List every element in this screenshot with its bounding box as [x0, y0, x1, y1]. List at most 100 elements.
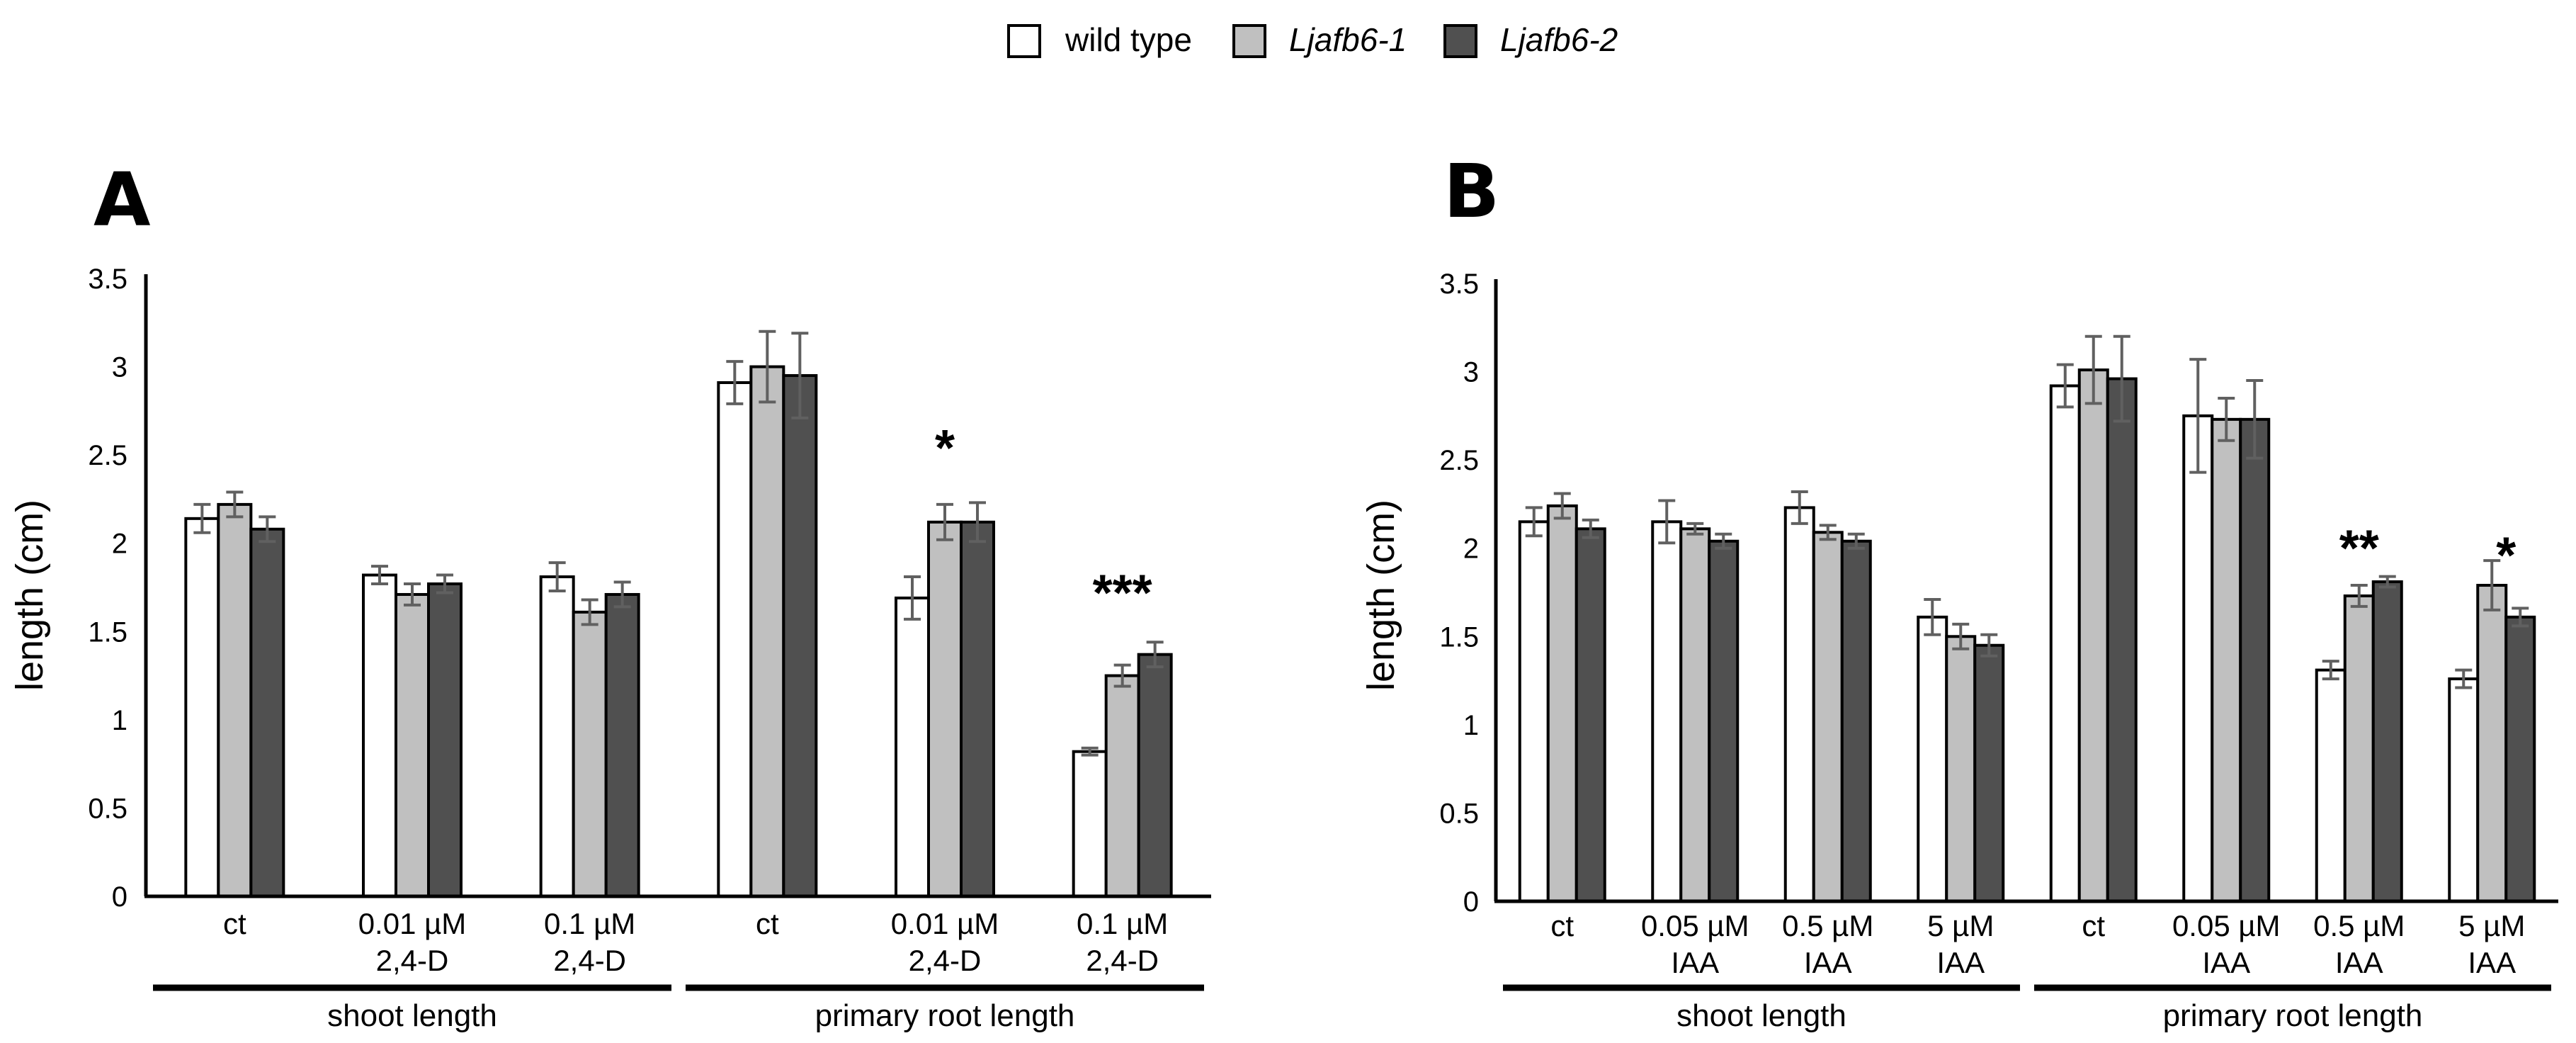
- panel-a-y-tick-label: 0: [112, 881, 127, 913]
- panel-a-bar: [895, 596, 930, 898]
- panel-b-category-label: ct: [1550, 909, 1574, 942]
- panel-a-y-tick-label: 1: [112, 705, 127, 736]
- panel-b-bar: [1546, 504, 1578, 903]
- panel-b-y-tick-label: 2: [1463, 534, 1479, 565]
- panel-b-bar: [1518, 520, 1550, 903]
- panel-b-plot: 0 0.5 1 1.5 2 2.5 3 3.5 ct 0.05 µM IAA 0.5 µM IAA 5 µ…: [1439, 269, 2558, 1033]
- panel-a-bar: [184, 517, 220, 898]
- panel-b-bar: [1812, 531, 1844, 903]
- panel-a-y-tick-label: 1.5: [88, 616, 127, 648]
- panel-a-bar: [717, 380, 753, 898]
- panel-b-y-tick-label: 1: [1463, 710, 1479, 741]
- panel-a-bar: [427, 582, 463, 898]
- panel-a-category-label: 0.1 µM: [544, 907, 635, 940]
- panel-b-bar: [2448, 677, 2480, 903]
- panel-a-category-label: 0.01 µM: [891, 907, 999, 940]
- panel-a-bar: [249, 527, 285, 898]
- panel-b-y-tick-label: 0: [1463, 886, 1479, 918]
- panel-a-category-label: 2,4-D: [376, 944, 449, 977]
- panel-a-bar: [782, 374, 818, 898]
- panel-a-letter: A: [93, 157, 151, 243]
- panel-a: A length (cm) 0 0.5 1 1.5 2 2.5 3 3.5 ct 0.01 µM 2…: [8, 157, 1211, 1033]
- panel-b-bar: [2315, 668, 2347, 903]
- panel-b-category-label: 0.5 µM: [2313, 909, 2405, 942]
- panel-a-significance-marker: *: [935, 420, 955, 477]
- panel-b-category-label: IAA: [1936, 946, 1985, 979]
- panel-b-bar: [2476, 584, 2508, 903]
- panel-a-bar: [395, 592, 430, 898]
- panel-b: B length (cm) 0 0.5 1 1.5 2 2.5 3 3.5 ct 0.05 µM I…: [1360, 148, 2558, 1033]
- panel-a-bar: [1104, 674, 1140, 898]
- panel-b-category-label: 5 µM: [1927, 909, 1994, 942]
- legend-label-wild-type: wild type: [1065, 21, 1192, 58]
- panel-a-group-label: shoot length: [327, 998, 497, 1033]
- panel-b-bar: [1574, 527, 1606, 903]
- panel-b-significance-marker: **: [2339, 521, 2379, 577]
- panel-b-category-label: IAA: [1671, 946, 1719, 979]
- panel-a-category-label: 2,4-D: [1086, 944, 1159, 977]
- panel-b-bar: [1840, 539, 1872, 903]
- panel-b-bar: [2371, 580, 2403, 903]
- panel-b-letter: B: [1443, 148, 1499, 235]
- panel-b-bar: [1708, 539, 1740, 903]
- panel-b-bar: [2182, 414, 2214, 903]
- panel-a-plot: 0 0.5 1 1.5 2 2.5 3 3.5 ct 0.01 µM 2,4-D 0.1 µM 2,4-…: [88, 264, 1211, 1033]
- panel-a-y-axis-label: length (cm): [8, 500, 51, 691]
- panel-a-bar: [927, 520, 963, 898]
- panel-a-group-label: primary root length: [815, 998, 1075, 1033]
- panel-b-category-label: IAA: [2202, 946, 2250, 979]
- panel-a-bar: [604, 592, 640, 898]
- panel-b-bar: [1651, 520, 1683, 903]
- panel-b-category-label: IAA: [1804, 946, 1852, 979]
- panel-b-y-tick-label: 3.5: [1439, 269, 1479, 300]
- panel-b-significance-marker: *: [2496, 528, 2516, 585]
- panel-a-y-tick-label: 3: [112, 352, 127, 383]
- panel-b-y-tick-label: 2.5: [1439, 445, 1479, 476]
- panel-b-y-tick-label: 3: [1463, 357, 1479, 388]
- panel-a-bar: [362, 573, 397, 898]
- panel-a-significance-marker: ***: [1093, 565, 1152, 621]
- legend: wild type Ljafb6-1 Ljafb6-2: [1007, 21, 1618, 58]
- panel-b-category-label: 0.05 µM: [1641, 909, 1749, 942]
- panel-b-bar: [2343, 594, 2375, 903]
- legend-label-ljafb6-2: Ljafb6-2: [1500, 21, 1618, 58]
- panel-b-bar: [1679, 527, 1711, 903]
- panel-b-group-label: shoot length: [1676, 998, 1846, 1033]
- legend-label-ljafb6-1: Ljafb6-1: [1289, 21, 1407, 58]
- panel-b-category-label: ct: [2082, 909, 2105, 942]
- panel-a-y-tick-label: 3.5: [88, 264, 127, 295]
- panel-b-category-label: IAA: [2335, 946, 2383, 979]
- panel-b-bar: [2077, 368, 2109, 903]
- panel-b-bar: [2239, 417, 2271, 903]
- panel-b-category-label: 0.05 µM: [2172, 909, 2281, 942]
- panel-a-bar: [217, 502, 253, 898]
- panel-b-category-label: 0.5 µM: [1782, 909, 1873, 942]
- panel-a-category-label: 2,4-D: [909, 944, 982, 977]
- panel-a-bar: [1072, 750, 1108, 898]
- panel-a-y-tick-label: 0.5: [88, 793, 127, 824]
- panel-b-y-tick-label: 0.5: [1439, 798, 1479, 829]
- legend-swatch-ljafb6-2: [1443, 24, 1477, 58]
- panel-a-y-tick-label: 2: [112, 529, 127, 560]
- panel-a-category-label: 0.1 µM: [1077, 907, 1168, 940]
- panel-a-y-tick-label: 2.5: [88, 440, 127, 471]
- panel-a-category-label: ct: [756, 907, 779, 940]
- panel-b-bar: [2106, 377, 2138, 903]
- panel-a-bar: [960, 520, 995, 898]
- panel-a-category-label: 2,4-D: [553, 944, 626, 977]
- panel-a-bar: [539, 575, 575, 898]
- panel-a-bar: [572, 610, 608, 898]
- panel-b-bar: [1917, 615, 1948, 903]
- panel-b-bar: [2504, 615, 2536, 903]
- panel-b-y-axis-label: length (cm): [1360, 500, 1402, 691]
- panel-b-bar: [1945, 635, 1977, 903]
- panel-b-group-label: primary root length: [2163, 998, 2423, 1033]
- panel-b-bar: [1783, 506, 1815, 903]
- panel-b-bar: [2049, 384, 2081, 903]
- panel-a-bar: [1137, 653, 1173, 898]
- legend-swatch-ljafb6-1: [1232, 24, 1266, 58]
- panel-b-category-label: 5 µM: [2458, 909, 2525, 942]
- panel-b-category-label: IAA: [2468, 946, 2516, 979]
- panel-b-bar: [1973, 643, 2005, 903]
